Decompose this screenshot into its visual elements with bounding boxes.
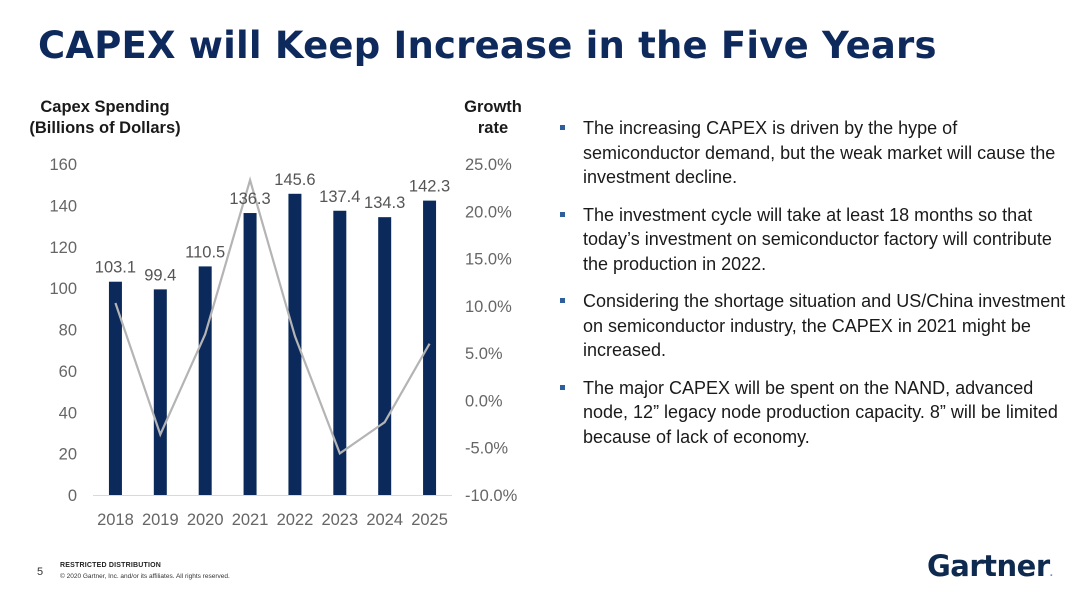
bar-2018 — [108, 281, 122, 495]
bullet-text: The investment cycle will take at least … — [583, 204, 1052, 274]
y-tick-left: 100 — [49, 280, 77, 298]
bullet-square-icon — [560, 125, 565, 130]
y-tick-left: 80 — [59, 322, 77, 340]
y-tick-right: -10.0% — [465, 487, 518, 505]
bar-label-2023: 137.4 — [319, 188, 360, 206]
x-tick-2025: 2025 — [411, 511, 448, 529]
bar-2025 — [423, 200, 437, 495]
bullet-square-icon — [560, 384, 565, 390]
bullet-text: The major CAPEX will be spent on the NAN… — [583, 377, 1058, 447]
y-tick-right: 15.0% — [465, 251, 512, 269]
y-tick-right: 5.0% — [465, 345, 503, 363]
x-tick-2023: 2023 — [321, 511, 358, 529]
y-tick-right: -5.0% — [465, 440, 508, 458]
y-tick-left: 120 — [49, 239, 77, 257]
gartner-logo: Gartner. — [927, 549, 1053, 583]
y-tick-left: 60 — [59, 363, 77, 381]
bar-2020 — [198, 266, 212, 495]
slide-title: CAPEX will Keep Increase in the Five Yea… — [38, 24, 937, 67]
bullet-text: The increasing CAPEX is driven by the hy… — [583, 118, 1056, 187]
bar-label-2019: 99.4 — [144, 266, 176, 284]
y-tick-left: 140 — [49, 197, 77, 215]
bullet-list: The increasing CAPEX is driven by the hy… — [556, 116, 1068, 462]
bar-2024 — [378, 217, 392, 495]
y-tick-left: 160 — [49, 156, 77, 174]
right-axis-title-line1: Growth — [464, 98, 522, 116]
bar-label-2024: 134.3 — [364, 194, 405, 212]
bullet-square-icon — [560, 298, 565, 303]
x-tick-2020: 2020 — [187, 511, 224, 529]
bar-label-2020: 110.5 — [185, 243, 225, 261]
y-tick-right: 20.0% — [465, 203, 512, 221]
x-tick-2018: 2018 — [97, 511, 134, 529]
y-tick-left: 40 — [59, 404, 77, 422]
left-axis-title: Capex Spending (Billions of Dollars) — [10, 97, 200, 139]
left-axis-title-line2: (Billions of Dollars) — [29, 119, 181, 137]
bullet-item: The increasing CAPEX is driven by the hy… — [556, 116, 1068, 190]
right-axis-title-line2: rate — [477, 119, 509, 137]
bars-layer — [108, 193, 437, 496]
x-tick-2024: 2024 — [366, 511, 403, 529]
growth-line-layer — [114, 176, 431, 456]
copyright-notice: © 2020 Gartner, Inc. and/or its affiliat… — [60, 573, 230, 580]
bullet-item: The investment cycle will take at least … — [556, 203, 1068, 277]
x-tick-2019: 2019 — [142, 511, 179, 529]
restricted-notice: RESTRICTED DISTRIBUTION — [60, 562, 162, 569]
x-tick-2022: 2022 — [277, 511, 314, 529]
bar-label-2022: 145.6 — [274, 171, 315, 189]
bullet-square-icon — [560, 211, 565, 217]
bar-2021 — [243, 213, 257, 496]
left-axis-title-line1: Capex Spending — [40, 98, 170, 116]
page-number: 5 — [37, 566, 44, 578]
right-axis-title: Growth rate — [452, 97, 534, 139]
bullet-text: Considering the shortage situation and U… — [583, 291, 1066, 360]
bar-2023 — [333, 210, 347, 495]
y-tick-right: 25.0% — [465, 156, 512, 174]
bar-label-2025: 142.3 — [409, 178, 450, 196]
growth-rate-line — [114, 176, 431, 456]
bullet-item: The major CAPEX will be spent on the NAN… — [556, 376, 1068, 450]
y-tick-right: 0.0% — [465, 392, 503, 410]
logo-dot: . — [1049, 569, 1053, 579]
y-tick-left: 0 — [68, 487, 77, 505]
y-tick-left: 20 — [59, 446, 77, 464]
y-tick-right: 10.0% — [465, 298, 512, 316]
axes-layer: 2018 2019 2020 2021 2022 2023 2024 2025 0 20 40 60 8… — [49, 156, 517, 529]
bar-2019 — [153, 289, 167, 495]
bar-2022 — [288, 193, 302, 496]
bullet-item: Considering the shortage situation and U… — [556, 289, 1068, 363]
logo-text: Gartner — [927, 549, 1050, 583]
bar-label-2021: 136.3 — [229, 190, 270, 208]
x-tick-2021: 2021 — [232, 511, 269, 529]
bar-label-2018: 103.1 — [95, 259, 136, 277]
